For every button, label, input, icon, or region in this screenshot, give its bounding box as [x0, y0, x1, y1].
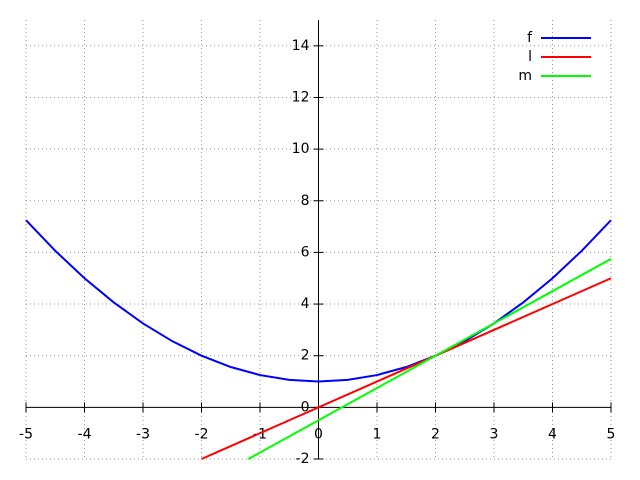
- x-tick-label: 0: [314, 426, 323, 442]
- x-tick-label: -5: [19, 426, 33, 442]
- x-tick-label: 5: [607, 426, 616, 442]
- x-tick-label: 4: [548, 426, 557, 442]
- x-tick-label: 1: [373, 426, 382, 442]
- x-tick-label: -1: [253, 426, 267, 442]
- series-line: [201, 277, 612, 460]
- y-tick-label: 14: [292, 38, 310, 54]
- y-tick-label: 4: [301, 296, 310, 312]
- x-tick-label: 3: [490, 426, 499, 442]
- y-tick-label: -2: [296, 451, 310, 467]
- x-tick-label: -2: [195, 426, 209, 442]
- y-tick-label: 12: [292, 89, 310, 105]
- y-tick-label: 6: [301, 244, 310, 260]
- y-tick-label: 0: [301, 399, 310, 415]
- legend-label: f: [527, 30, 533, 46]
- series-line: [25, 219, 612, 383]
- y-tick-label: 2: [301, 348, 310, 364]
- series-line: [247, 257, 612, 460]
- y-tick-label: 10: [292, 141, 310, 157]
- legend-label: l: [528, 49, 532, 65]
- x-tick-label: 2: [431, 426, 440, 442]
- y-tick-label: 8: [301, 193, 310, 209]
- legend-label: m: [518, 68, 532, 84]
- x-tick-label: -4: [78, 426, 92, 442]
- x-tick-label: -3: [136, 426, 150, 442]
